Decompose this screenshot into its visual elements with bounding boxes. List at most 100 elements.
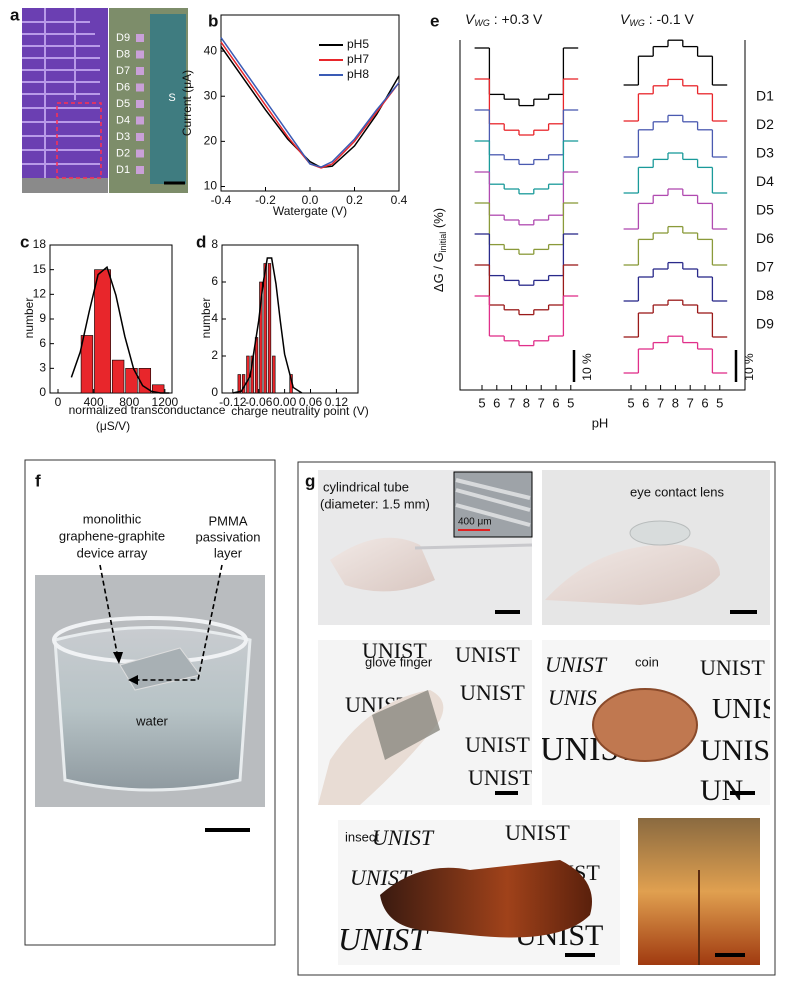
device-label: D8	[116, 48, 130, 60]
y-tick-label: 4	[211, 311, 218, 325]
x-tick-label: -0.12	[219, 395, 247, 409]
beaker	[53, 626, 252, 792]
legend-label: D4	[756, 173, 774, 189]
x-tick-label: 1200	[152, 395, 179, 409]
bar	[125, 368, 138, 394]
backdrop-text: UNIST	[468, 765, 533, 790]
coin	[592, 688, 698, 762]
data-line	[220, 37, 400, 168]
inset-texture	[455, 478, 531, 527]
backdrop-text: UNIS	[548, 685, 597, 710]
axis-frame	[459, 40, 746, 391]
y-tick-label: 12	[33, 287, 47, 301]
bar	[138, 368, 152, 394]
backdrop-text: UN	[700, 774, 743, 807]
x-tick-label: 0.12	[325, 395, 349, 409]
caption: (diameter: 1.5 mm)	[320, 496, 430, 511]
backdrop-text: UNIST	[465, 732, 530, 757]
device-pad	[136, 166, 144, 174]
x-tick-label: 5	[627, 395, 634, 410]
y-tick-label: 0	[39, 385, 46, 399]
bar	[94, 269, 111, 394]
finger	[545, 544, 720, 605]
panel-letter: a	[10, 5, 20, 24]
caption: eye contact lens	[630, 484, 724, 499]
annotation: device array	[77, 545, 148, 560]
x-tick-label: 6	[552, 395, 559, 410]
device-pad	[136, 116, 144, 125]
title-part: WG	[629, 18, 645, 28]
x-tick-label: 5	[716, 395, 723, 410]
x-tick-label: 0	[55, 395, 62, 409]
legend-label: pH8	[347, 67, 369, 81]
y-tick-label: 2	[211, 348, 218, 362]
y-axis-label: ΔG / Ginitial (%)	[431, 208, 448, 292]
bar	[237, 374, 241, 394]
panel-frame	[297, 461, 776, 976]
x-tick-label: 400	[84, 395, 104, 409]
chart-title: VWG : +0.3 V	[465, 11, 543, 29]
annotation: PMMA	[209, 513, 248, 528]
x-tick-label: 7	[657, 395, 664, 410]
legend-label: D9	[756, 316, 774, 332]
arrow-head	[113, 652, 123, 664]
legend-label: D8	[756, 287, 774, 303]
x-tick-label: 8	[672, 395, 679, 410]
device-label: D7	[116, 65, 130, 77]
bar	[267, 263, 272, 394]
legend-label: pH5	[347, 37, 369, 51]
bar	[272, 355, 276, 394]
x-tick-label: -0.2	[255, 193, 276, 207]
device-film	[119, 647, 201, 691]
backdrop-text: UNIST	[460, 680, 525, 705]
backdrop-text: UNIS	[712, 694, 777, 725]
x-axis-label: (μS/V)	[96, 419, 130, 433]
x-axis-label: charge neutrality point (V)	[231, 404, 368, 418]
device-pad	[136, 50, 144, 59]
data-line	[220, 46, 400, 169]
hand	[330, 537, 435, 592]
tube	[414, 543, 533, 550]
device-pad	[136, 67, 144, 75]
x-tick-label: 7	[508, 395, 515, 410]
scale-bar-label: 10 %	[580, 353, 594, 381]
bar	[254, 337, 259, 394]
device-pad	[136, 83, 144, 92]
x-axis-label: Watergate (V)	[273, 204, 347, 218]
source-pad	[150, 14, 186, 184]
device-pad	[136, 34, 144, 42]
x-axis-label: normalized transconductance	[69, 403, 226, 417]
panel-g: 400 μm cylindrical tube (diameter: 1.5 m…	[297, 461, 788, 976]
chart-title: VWG : -0.1 V	[620, 11, 695, 29]
inset-scale-label: 400 μm	[458, 517, 492, 528]
panel-letter: g	[305, 471, 315, 490]
device-pad	[136, 100, 144, 108]
panel-letter: c	[20, 232, 29, 251]
title-part: WG	[474, 18, 490, 28]
x-tick-label: 800	[119, 395, 139, 409]
data-line	[220, 41, 400, 169]
backdrop-text: UNIST	[700, 734, 788, 767]
scale-bar-label: 10 %	[742, 353, 756, 381]
device-label: D3	[116, 131, 130, 143]
bar	[111, 359, 125, 394]
panel-frame	[24, 459, 276, 946]
y-tick-label: 18	[33, 237, 47, 251]
x-tick-label: 7	[687, 395, 694, 410]
legend-label: D7	[756, 259, 774, 275]
y-axis-label: Current (μA)	[180, 70, 194, 136]
x-tick-label: 6	[701, 395, 708, 410]
annotation: layer	[214, 545, 243, 560]
caption: insect	[345, 829, 379, 844]
y-tick-label: 8	[211, 237, 218, 251]
sensor	[372, 690, 440, 760]
caption: glove finger	[365, 654, 433, 669]
device-labels: D9 D8 D7 D6 D5 D4 D3 D2 D1	[116, 32, 144, 176]
title-part: : -0.1 V	[645, 11, 695, 27]
annotation: passivation	[195, 529, 260, 544]
device-label: D9	[116, 32, 130, 44]
backdrop-text: UNIST	[362, 638, 427, 663]
y-tick-label: 9	[39, 311, 46, 325]
